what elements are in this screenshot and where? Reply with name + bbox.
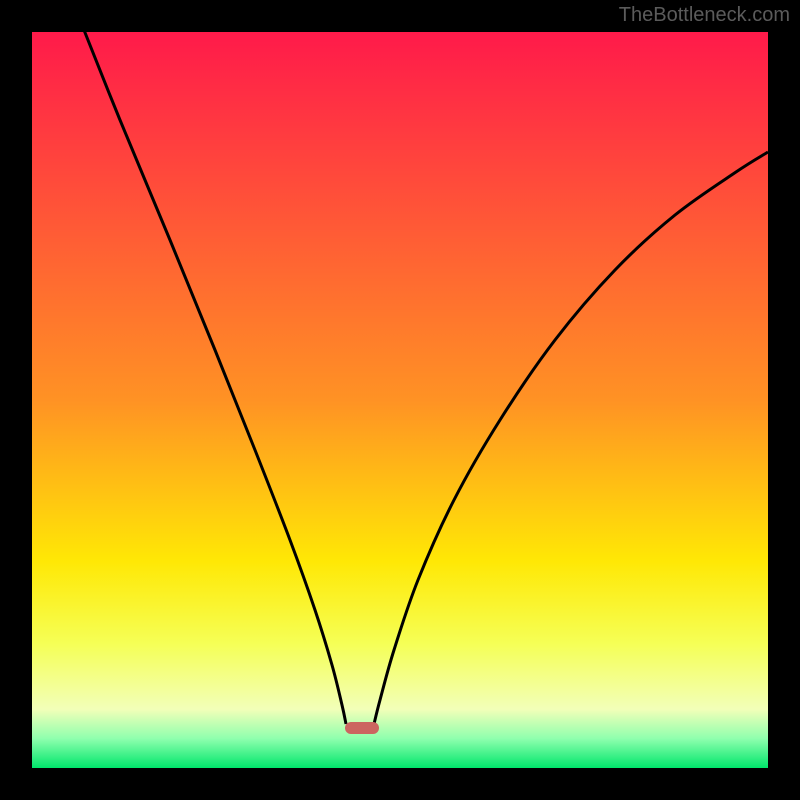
watermark-text: TheBottleneck.com: [619, 4, 790, 27]
curve-svg: [0, 0, 800, 800]
minimum-marker: [345, 722, 379, 734]
left-curve: [80, 20, 346, 724]
right-curve: [374, 152, 768, 724]
chart-container: TheBottleneck.com: [0, 0, 800, 800]
